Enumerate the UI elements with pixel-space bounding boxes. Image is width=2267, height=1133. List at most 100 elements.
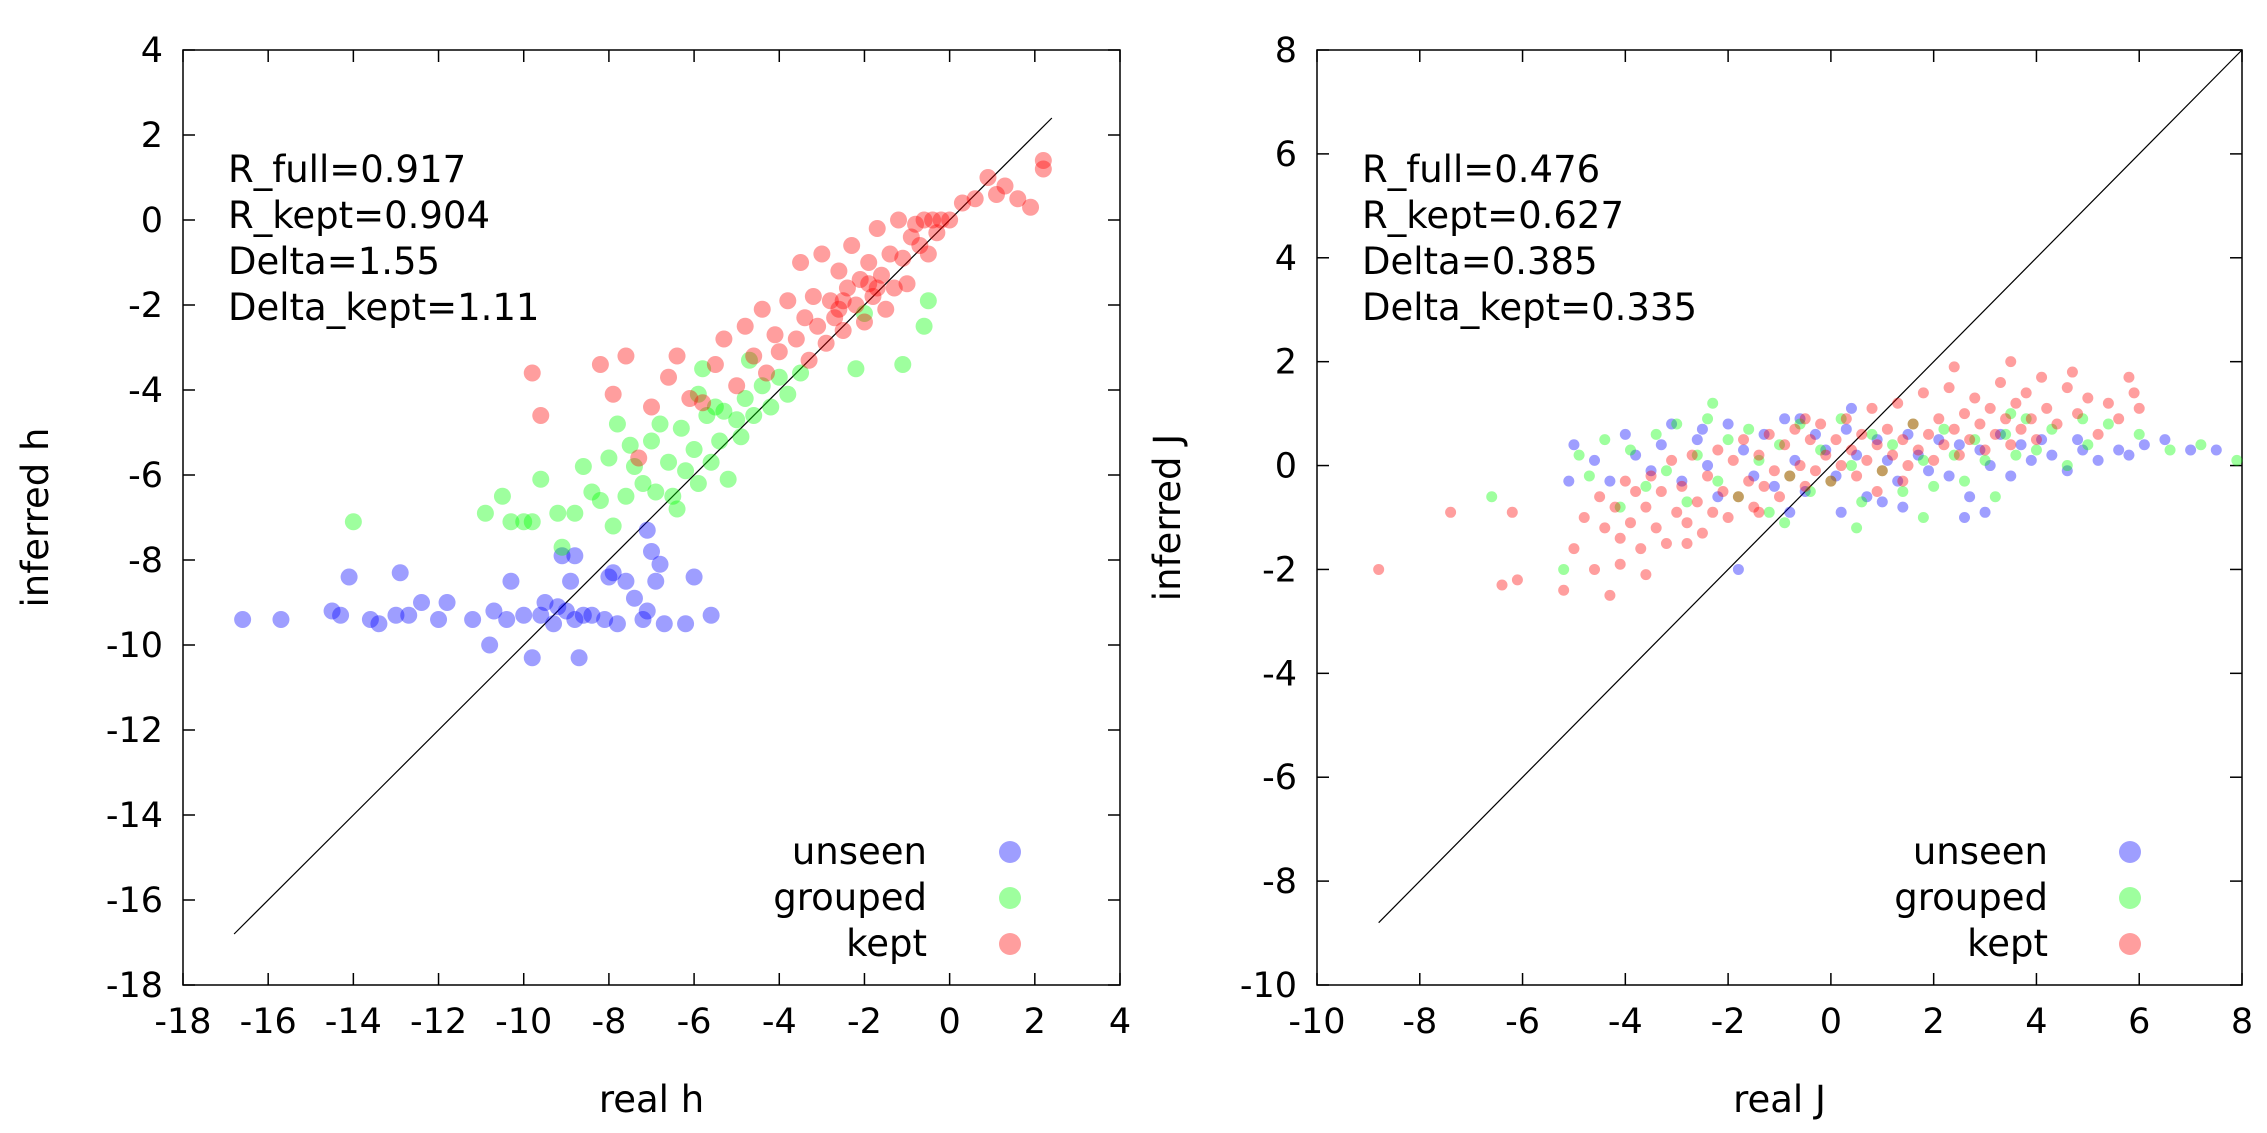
point-grouped <box>2010 449 2022 461</box>
point-unseen <box>1655 439 1667 451</box>
point-grouped <box>753 377 771 395</box>
y-tick-label: -14 <box>106 796 163 836</box>
point-kept <box>860 254 878 271</box>
point-unseen <box>1959 512 1970 523</box>
x-tick-label: -12 <box>410 1002 467 1042</box>
point-grouped <box>1712 475 1724 487</box>
point-unseen <box>1994 428 2006 440</box>
point-grouped <box>1989 491 2001 503</box>
x-tick-label: -6 <box>1505 1002 1540 1042</box>
point-kept <box>2072 408 2084 420</box>
point-kept <box>1768 465 1780 477</box>
legend-label-unseen: unseen <box>792 830 927 873</box>
x-tick-label: -14 <box>325 1002 382 1042</box>
point-unseen <box>647 572 665 590</box>
point-grouped <box>719 470 737 488</box>
point-kept <box>1727 454 1739 466</box>
point-kept <box>911 237 929 254</box>
point-unseen <box>1712 491 1724 503</box>
point-kept <box>1009 190 1027 208</box>
y-axis-label: inferred J <box>1146 434 1189 601</box>
x-tick-label: 4 <box>1109 1002 1131 1042</box>
point-kept <box>766 326 784 344</box>
point-kept <box>1614 558 1626 570</box>
point-kept <box>868 220 886 237</box>
point-grouped <box>2061 460 2073 472</box>
point-grouped <box>2005 408 2017 420</box>
point-unseen <box>625 589 643 607</box>
point-kept <box>2036 371 2048 383</box>
point-kept <box>1619 475 1631 487</box>
point-grouped <box>1907 418 1919 430</box>
point-unseen <box>1604 475 1616 487</box>
point-kept <box>894 249 912 267</box>
point-kept <box>1732 491 1744 503</box>
point-unseen <box>2036 434 2048 446</box>
point-grouped <box>847 360 865 378</box>
point-unseen <box>566 611 584 628</box>
y-tick-label: -2 <box>1262 550 1297 590</box>
x-tick-label: -2 <box>847 1002 882 1042</box>
point-kept <box>1655 486 1667 498</box>
y-tick-label: -12 <box>106 711 163 751</box>
point-grouped <box>608 415 626 433</box>
point-kept <box>1707 506 1719 518</box>
point-grouped <box>1815 444 1827 456</box>
point-kept <box>660 368 678 386</box>
point-grouped <box>689 385 707 403</box>
point-kept <box>1948 423 1960 435</box>
point-kept <box>1887 449 1899 461</box>
identity-line <box>1378 49 2243 924</box>
point-kept <box>1558 584 1570 596</box>
point-kept <box>1604 589 1616 601</box>
legend-marker-grouped <box>999 887 1021 909</box>
point-grouped <box>1650 428 1662 440</box>
point-kept <box>830 300 848 318</box>
point-kept <box>1799 413 1811 425</box>
point-unseen <box>2113 444 2125 456</box>
point-grouped <box>1825 475 1837 487</box>
point-grouped <box>1856 496 1868 508</box>
point-kept <box>1938 439 1950 451</box>
point-unseen <box>562 572 580 590</box>
point-grouped <box>1917 454 1929 466</box>
point-unseen <box>391 564 409 582</box>
point-grouped <box>604 517 622 535</box>
point-grouped <box>1897 486 1909 498</box>
point-kept <box>1969 392 1981 404</box>
point-grouped <box>625 458 643 475</box>
panel-j: -10 -8 -6 -4 -2 0 2 4 6 8 -10 -8 -6 -4 -2 0 2 4 6 8 real J in… <box>1146 31 2253 1121</box>
point-unseen <box>1912 449 1924 461</box>
point-kept <box>890 211 908 229</box>
point-kept <box>996 177 1014 195</box>
point-kept <box>2015 423 2027 435</box>
point-unseen <box>2210 444 2222 456</box>
point-kept <box>1881 423 1893 435</box>
point-kept <box>753 300 771 318</box>
point-kept <box>1660 537 1672 549</box>
point-unseen <box>1933 434 1945 446</box>
point-kept <box>1871 439 1883 451</box>
point-unseen <box>655 615 673 633</box>
stat-text: Delta_kept=0.335 <box>1362 286 1697 329</box>
point-grouped <box>621 436 639 454</box>
point-kept <box>1722 512 1734 523</box>
point-kept <box>2051 418 2063 430</box>
point-grouped <box>1887 439 1899 451</box>
point-kept <box>1763 428 1775 440</box>
point-grouped <box>1845 460 1857 472</box>
point-grouped <box>2231 454 2243 466</box>
point-kept <box>1784 470 1796 482</box>
point-unseen <box>1619 428 1631 440</box>
point-kept <box>1809 465 1821 477</box>
point-unseen <box>1881 454 1893 466</box>
y-axis-label: inferred h <box>14 428 57 608</box>
point-unseen <box>1799 486 1811 498</box>
panel-h: -18 -16 -14 -12 -10 -8 -6 -4 -2 0 2 4 -18 -16 -14 -12 -1… <box>14 31 1131 1121</box>
point-grouped <box>664 487 682 505</box>
point-grouped <box>617 487 635 505</box>
point-kept <box>1702 470 1714 482</box>
point-kept <box>1681 517 1693 529</box>
point-kept <box>2092 428 2104 440</box>
point-unseen <box>1897 501 1909 513</box>
